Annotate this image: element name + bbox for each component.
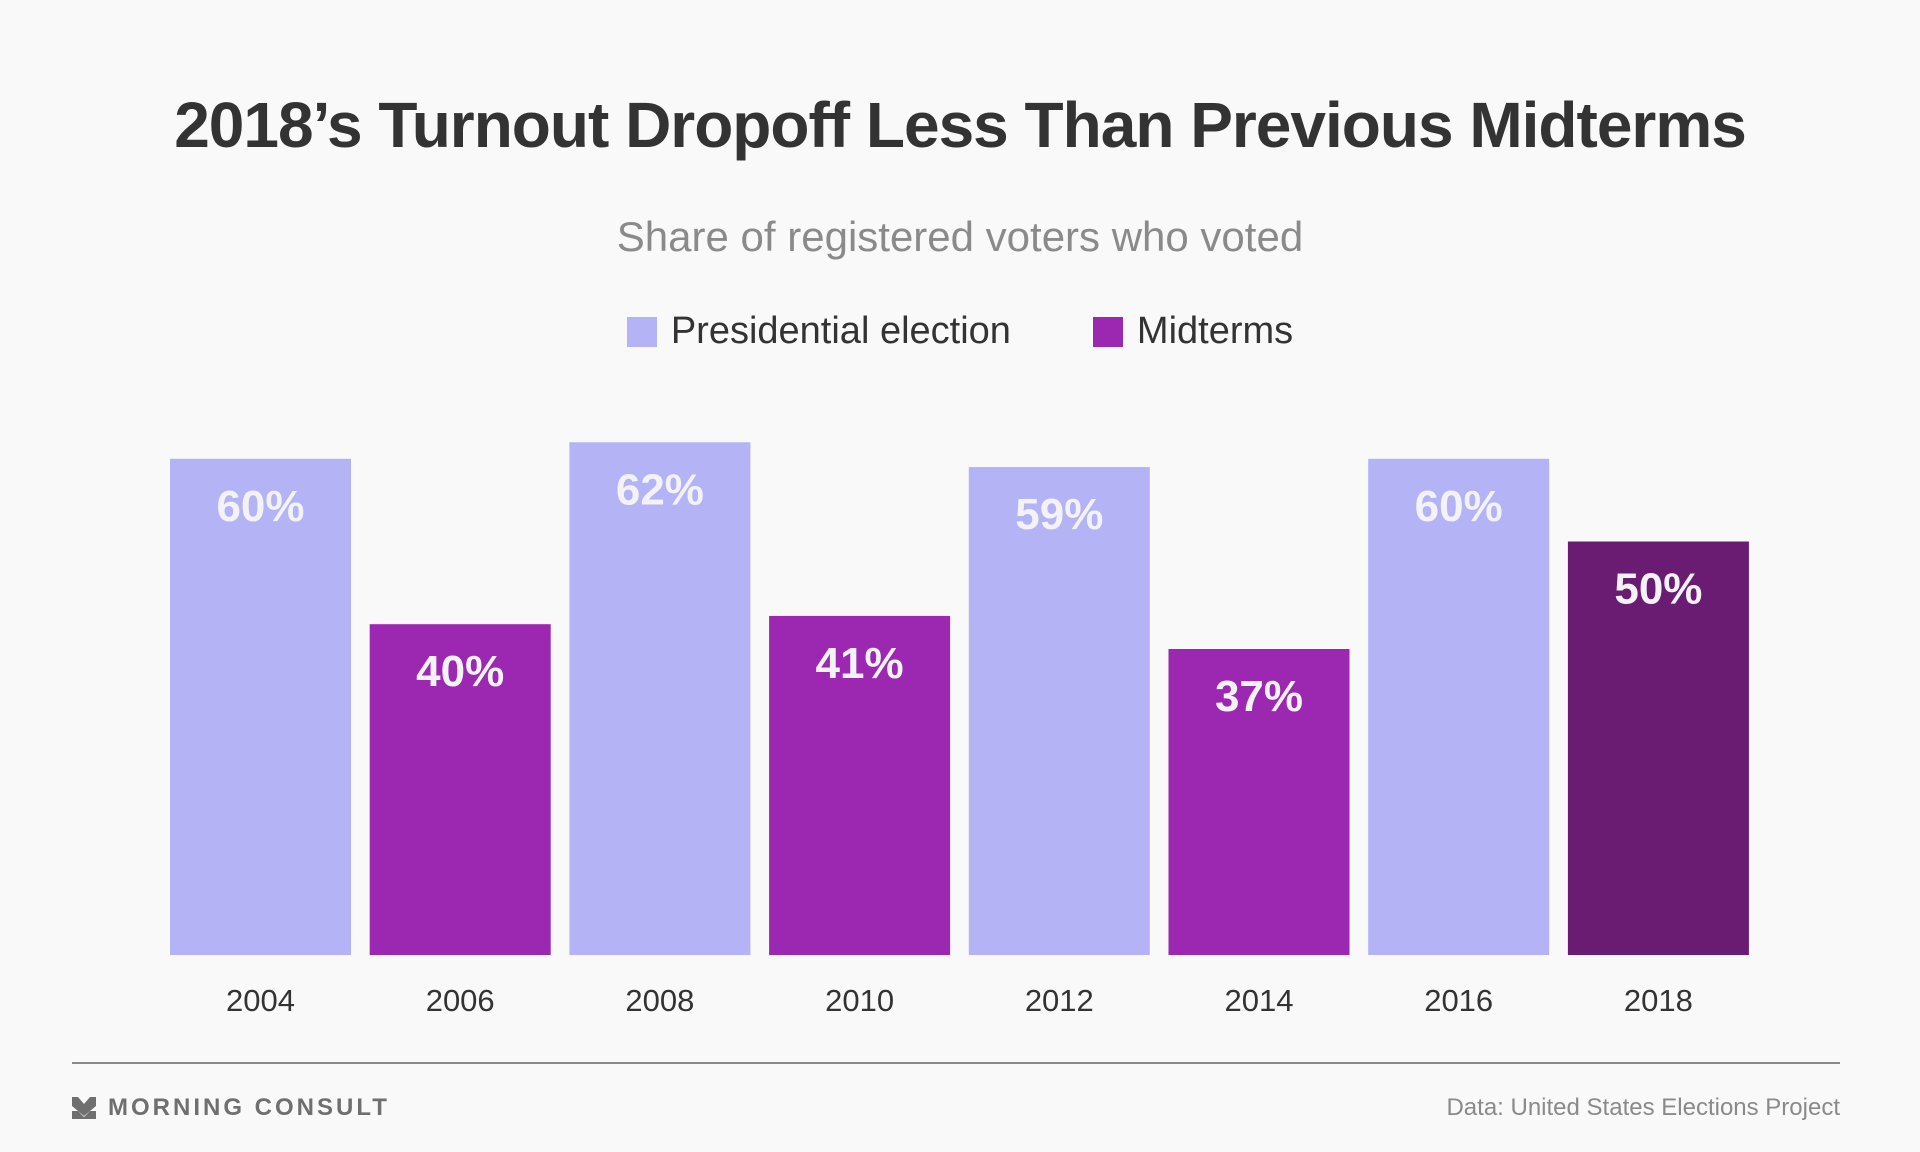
morning-consult-chevron-icon — [72, 1097, 96, 1119]
brand-logo: MORNING CONSULT — [72, 1094, 390, 1122]
brand-name: MORNING CONSULT — [108, 1094, 390, 1121]
x-tick-label-2016: 2016 — [1424, 983, 1493, 1018]
bar-2006 — [369, 624, 551, 955]
x-tick-label-2010: 2010 — [825, 983, 894, 1018]
bar-chart: 60% 2004 40% 2006 62% 2008 41% 2010 59% 2012 37% 20… — [170, 442, 1749, 1018]
x-tick-label-2012: 2012 — [1025, 983, 1094, 1018]
legend-swatch-presidential — [626, 316, 657, 347]
data-label-2004: 60% — [216, 482, 304, 531]
legend-label-midterms: Midterms — [1136, 310, 1294, 352]
bar-2016 — [1368, 458, 1550, 955]
x-tick-label-2006: 2006 — [426, 983, 495, 1018]
chart-title: 2018’s Turnout Dropoff Less Than Previou… — [174, 89, 1747, 161]
bar-2018 — [1567, 541, 1749, 955]
data-label-2016: 60% — [1415, 482, 1503, 531]
data-label-2018: 50% — [1614, 565, 1702, 614]
data-label-2008: 62% — [616, 465, 704, 514]
bar-2010 — [769, 615, 951, 955]
legend-item-midterms: Midterms — [1092, 310, 1294, 353]
data-label-2014: 37% — [1215, 672, 1303, 721]
legend-label-presidential: Presidential election — [670, 310, 1011, 352]
legend-swatch-midterms — [1092, 316, 1123, 347]
data-label-2010: 41% — [816, 639, 904, 688]
data-label-2006: 40% — [416, 647, 504, 696]
x-tick-label-2004: 2004 — [226, 983, 295, 1018]
data-label-2012: 59% — [1015, 490, 1103, 539]
chart-subtitle: Share of registered voters who voted — [616, 213, 1304, 260]
x-tick-label-2018: 2018 — [1624, 983, 1693, 1018]
legend: Presidential election Midterms — [0, 310, 1920, 353]
bar-2012 — [968, 467, 1150, 955]
bar-2004 — [170, 458, 351, 955]
data-source: Data: United States Elections Project — [1446, 1094, 1840, 1121]
footer-divider — [72, 1062, 1840, 1064]
bar-2014 — [1168, 649, 1350, 955]
bar-2008 — [569, 442, 751, 955]
x-tick-label-2008: 2008 — [625, 983, 694, 1018]
x-tick-label-2014: 2014 — [1225, 983, 1294, 1018]
legend-item-presidential: Presidential election — [626, 310, 1011, 353]
